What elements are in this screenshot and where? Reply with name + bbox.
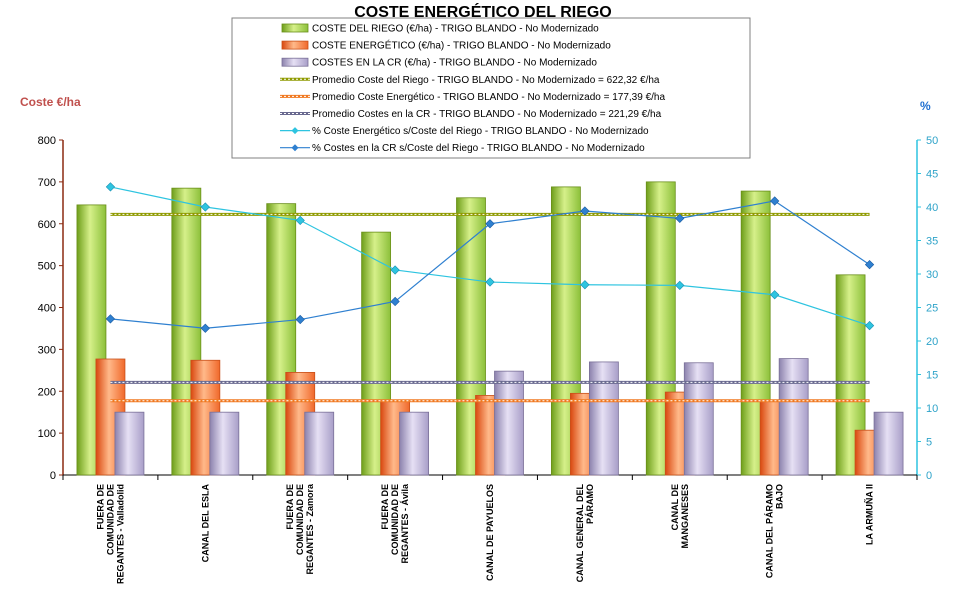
y-tick-label-left: 200 xyxy=(38,386,56,398)
y-tick-label-right: 15 xyxy=(926,370,938,382)
x-tick-label: CANAL DEMANGANESES xyxy=(670,484,690,549)
y-tick-label-right: 25 xyxy=(926,303,938,315)
y-tick-label-right: 10 xyxy=(926,403,938,415)
x-tick-label: CANAL DE PAYUELOS xyxy=(485,484,495,581)
bar-costes-cr xyxy=(494,370,524,476)
line-pct-costes-cr-point xyxy=(200,323,210,333)
legend-swatch xyxy=(281,40,309,50)
y-tick-label-left: 800 xyxy=(38,135,56,147)
line-pct-energetico-point xyxy=(390,265,400,275)
line-pct-costes-cr-point xyxy=(864,259,875,270)
bar-costes-cr xyxy=(304,411,335,476)
line-pct-costes-cr-point xyxy=(580,206,590,216)
y-tick-label-left: 100 xyxy=(38,428,56,440)
bar-costes-cr xyxy=(399,411,430,476)
bar-costes-cr xyxy=(683,362,714,476)
line-pct-energetico-point xyxy=(675,280,685,291)
y-tick-label-left: 400 xyxy=(38,303,56,315)
y-tick-label-left: 600 xyxy=(38,219,56,231)
line-pct-costes-cr-point xyxy=(105,314,116,324)
legend-swatch xyxy=(281,57,309,67)
y-axis-right-title: % xyxy=(920,99,931,113)
legend-label: COSTE DEL RIEGO (€/ha) - TRIGO BLANDO - … xyxy=(312,24,599,35)
x-tick-label: FUERA DECOMUNIDAD DEREGANTES - Zamora xyxy=(285,483,315,575)
y-tick-label-right: 50 xyxy=(926,135,938,147)
legend-label: Promedio Costes en la CR - TRIGO BLANDO … xyxy=(312,109,662,120)
y-tick-label-right: 20 xyxy=(926,336,938,348)
bar-costes-cr xyxy=(873,411,904,476)
y-tick-label-left: 300 xyxy=(38,344,56,356)
legend-label: % Coste Energético s/Coste del Riego - T… xyxy=(312,126,649,137)
line-pct-energetico-point xyxy=(200,202,210,212)
line-pct-costes-cr-point xyxy=(770,196,780,206)
legend-label: COSTE ENERGÉTICO (€/ha) - TRIGO BLANDO -… xyxy=(312,39,611,52)
line-pct-energetico-point xyxy=(295,215,305,226)
x-tick-label: FUERA DECOMUNIDAD DEREGANTES - Valladoli… xyxy=(95,484,125,584)
line-pct-energetico-point xyxy=(485,277,495,287)
line-pct-costes-cr-point xyxy=(485,219,495,229)
legend-swatch-marker xyxy=(291,144,299,152)
x-tick-label: CANAL DEL ESLA xyxy=(200,484,210,563)
line-pct-energetico-point xyxy=(105,182,116,192)
line-pct-costes-cr-point xyxy=(295,314,305,325)
line-pct-costes-cr-point xyxy=(390,296,400,307)
line-pct-energetico-point xyxy=(770,290,780,300)
legend-label: Promedio Coste Energético - TRIGO BLANDO… xyxy=(312,92,665,103)
y-tick-label-right: 35 xyxy=(926,236,938,248)
y-axis-left-title: Coste €/ha xyxy=(20,95,81,109)
legend-label: COSTES EN LA CR (€/ha) - TRIGO BLANDO - … xyxy=(312,58,597,69)
x-tick-label: LA ARMUÑA II xyxy=(865,484,875,545)
y-tick-label-right: 30 xyxy=(926,269,938,281)
legend-swatch-marker xyxy=(291,127,299,135)
y-tick-label-right: 5 xyxy=(926,437,932,449)
y-tick-label-left: 700 xyxy=(38,177,56,189)
x-tick-label: CANAL DEL PÁRAMOBAJO xyxy=(765,484,785,578)
legend-swatch xyxy=(281,23,309,33)
x-tick-label: FUERA DECOMUNIDAD DEREGANTES - Ávila xyxy=(380,483,410,564)
x-tick-label: CANAL GENERAL DELPÁRAMO xyxy=(575,484,595,583)
line-pct-energetico-point xyxy=(580,280,590,290)
line-pct-costes-cr-point xyxy=(675,213,685,224)
y-tick-label-right: 45 xyxy=(926,169,938,181)
bar-costes-cr xyxy=(778,358,809,476)
chart-title: COSTE ENERGÉTICO DEL RIEGO xyxy=(354,2,612,21)
bar-costes-cr xyxy=(588,361,619,476)
y-tick-label-left: 500 xyxy=(38,261,56,273)
legend-label: % Costes en la CR s/Coste del Riego - TR… xyxy=(312,143,645,154)
y-tick-label-right: 0 xyxy=(926,470,932,482)
y-tick-label-left: 0 xyxy=(50,470,56,482)
bar-costes-cr xyxy=(114,411,145,476)
line-pct-energetico-point xyxy=(864,320,875,331)
legend-box xyxy=(231,17,751,159)
bar-costes-cr xyxy=(209,411,240,476)
legend: COSTE DEL RIEGO (€/ha) - TRIGO BLANDO - … xyxy=(231,17,751,159)
legend-label: Promedio Coste del Riego - TRIGO BLANDO … xyxy=(312,75,660,86)
y-tick-label-right: 40 xyxy=(926,202,938,214)
